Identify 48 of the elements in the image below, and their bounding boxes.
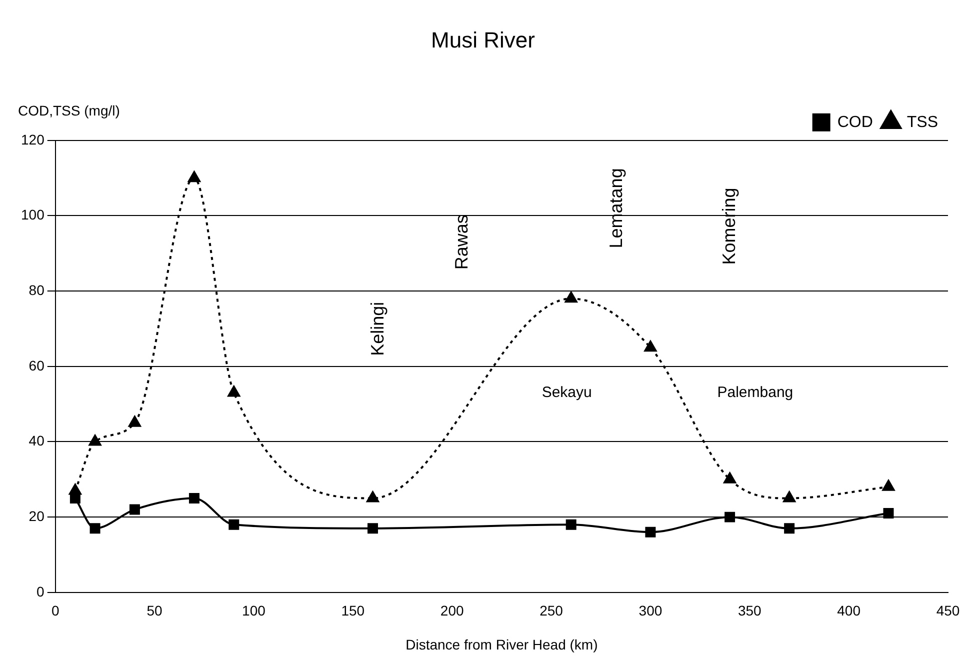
- annotation: Sekayu: [542, 384, 592, 401]
- point: [784, 523, 795, 534]
- point: [724, 472, 736, 484]
- point: [188, 171, 200, 182]
- annotation: Rawas: [451, 214, 472, 270]
- annotation: Lematang: [606, 168, 626, 248]
- x-tick-label: 300: [638, 602, 662, 619]
- legend-label: TSS: [906, 114, 938, 131]
- point: [228, 386, 240, 397]
- y-axis-title: COD,TSS (mg/l): [18, 102, 120, 118]
- point: [128, 416, 141, 427]
- annotation: Komering: [719, 188, 740, 265]
- y-tick-label: 0: [36, 583, 45, 600]
- x-tick-label: 100: [242, 602, 266, 619]
- point: [368, 523, 378, 534]
- y-tick-label: 60: [28, 357, 45, 374]
- x-tick-label: 150: [341, 602, 365, 619]
- x-tick-label: 50: [146, 602, 163, 619]
- point: [566, 519, 576, 530]
- point: [366, 491, 379, 502]
- x-tick-label: 400: [837, 602, 861, 619]
- point: [724, 512, 736, 522]
- y-tick-label: 20: [28, 508, 45, 524]
- point: [645, 526, 656, 538]
- legend-label: COD: [837, 114, 873, 131]
- point: [882, 480, 895, 491]
- y-tick-label: 100: [21, 206, 45, 223]
- y-tick-label: 120: [21, 131, 45, 148]
- annotation: Kelingi: [367, 302, 388, 356]
- y-tick-label: 80: [28, 282, 45, 298]
- x-tick-label: 200: [440, 602, 464, 619]
- chart-title: Musi River: [431, 27, 535, 52]
- x-tick-label: 350: [738, 602, 762, 619]
- point: [129, 504, 140, 515]
- x-tick-label: 0: [51, 602, 60, 619]
- point: [88, 434, 102, 446]
- point: [644, 340, 657, 352]
- point: [228, 519, 240, 530]
- point: [883, 508, 894, 519]
- point: [783, 491, 796, 502]
- x-axis-title: Distance from River Head (km): [406, 636, 598, 652]
- x-tick-label: 450: [936, 602, 960, 619]
- point: [188, 492, 200, 504]
- point: [90, 523, 100, 534]
- x-tick-label: 250: [540, 602, 564, 619]
- point: [564, 292, 578, 303]
- annotation: Palembang: [717, 384, 794, 401]
- y-tick-label: 40: [28, 432, 45, 449]
